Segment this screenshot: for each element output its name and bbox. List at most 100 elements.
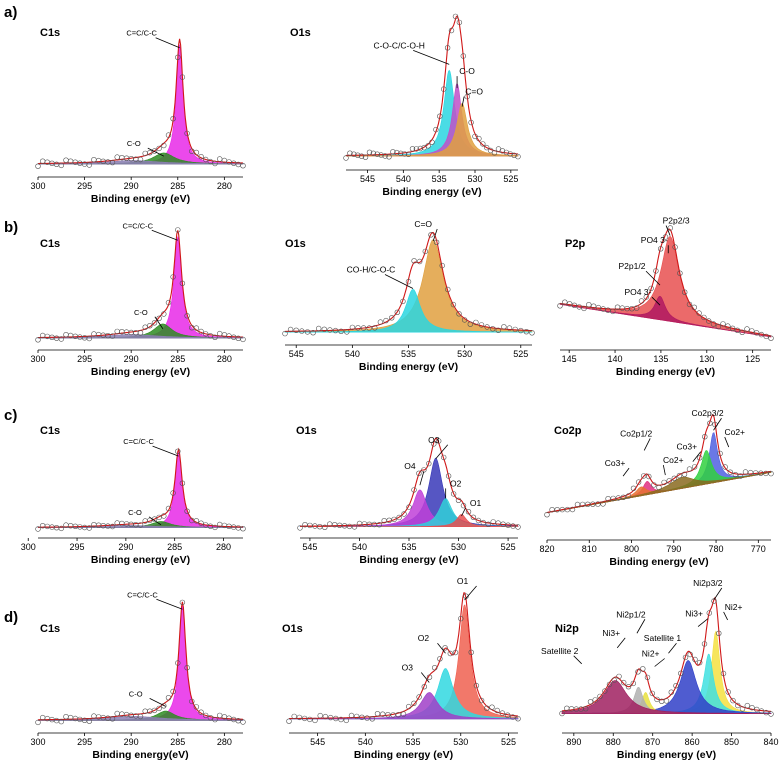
- annotation-arrow: [724, 436, 730, 448]
- data-point: [347, 150, 353, 156]
- data-point: [409, 146, 416, 152]
- panel-b-p2p: P2p 145 140 135 130 125 Binding energy (eV) P2p…: [557, 216, 774, 378]
- data-point: [732, 472, 739, 478]
- annotation-arrow: [419, 471, 425, 486]
- panel-b-c1s: C1s 300 295 290 285 280 Binding energy (eV) C=C…: [30, 221, 246, 378]
- data-point: [355, 152, 361, 158]
- peak-annotation: PO4 3-: [625, 287, 652, 297]
- x-tick-label: 860: [685, 737, 700, 747]
- data-point: [312, 717, 318, 724]
- data-point: [198, 709, 204, 715]
- data-point: [681, 471, 688, 477]
- panel-title: Co2p: [554, 425, 582, 437]
- data-point: [495, 520, 501, 526]
- annotation-arrow: [413, 50, 450, 65]
- data-point: [321, 326, 327, 332]
- data-point: [678, 670, 684, 676]
- data-point: [401, 151, 408, 157]
- panel-title: C1s: [40, 27, 60, 39]
- data-point: [687, 651, 693, 658]
- peak-component-0: [345, 69, 519, 157]
- data-point: [198, 154, 204, 160]
- data-point: [416, 470, 422, 476]
- data-point: [137, 156, 144, 163]
- data-point: [436, 438, 442, 444]
- data-point: [768, 335, 774, 341]
- data-point: [484, 144, 490, 151]
- data-point: [370, 150, 377, 157]
- data-point: [317, 712, 323, 719]
- data-point: [752, 470, 759, 476]
- annotation-arrow: [437, 642, 446, 654]
- data-point: [638, 298, 645, 304]
- row-label-a: a): [4, 4, 17, 21]
- data-point: [590, 501, 596, 507]
- data-point: [165, 505, 172, 512]
- peak-component-0: [37, 605, 244, 721]
- data-point: [165, 132, 172, 138]
- peak-annotation: CO-H/C-O-C: [347, 265, 396, 275]
- data-point: [450, 491, 457, 497]
- data-point: [489, 704, 495, 710]
- peak-annotation: O4: [404, 461, 416, 471]
- data-point: [217, 156, 223, 162]
- annotation-arrow: [713, 418, 722, 431]
- data-point: [571, 302, 578, 308]
- x-axis-label: Binding energy (eV): [616, 366, 715, 378]
- data-point: [366, 325, 372, 331]
- data-point: [510, 523, 516, 529]
- data-point: [240, 719, 246, 725]
- data-point: [753, 330, 760, 336]
- data-point: [691, 464, 698, 470]
- data-point: [456, 19, 463, 26]
- data-point: [203, 331, 209, 337]
- data-point: [184, 130, 190, 137]
- annotation-arrow: [723, 611, 728, 621]
- x-tick-label: 280: [217, 354, 232, 364]
- peak-annotation: Co3+: [605, 458, 626, 468]
- data-point: [235, 525, 242, 531]
- peak-annotation: C=O: [414, 219, 432, 229]
- data-point: [109, 159, 116, 166]
- data-point: [349, 324, 356, 331]
- data-point: [464, 93, 470, 100]
- peak-annotation: C-O: [459, 66, 475, 76]
- data-point: [549, 507, 555, 513]
- data-point: [507, 151, 513, 157]
- x-tick-label: 545: [310, 737, 325, 747]
- data-point: [635, 479, 642, 485]
- peak-annotation: Ni3+: [602, 628, 620, 638]
- data-point: [696, 310, 702, 316]
- data-point: [327, 327, 333, 333]
- data-point: [355, 325, 361, 331]
- data-point: [749, 328, 755, 334]
- data-point: [644, 674, 651, 681]
- peak-annotation: C-O: [129, 689, 143, 698]
- data-point: [444, 45, 451, 51]
- data-point: [487, 147, 494, 154]
- panel-title: O1s: [290, 27, 311, 39]
- fit-envelope: [346, 15, 519, 156]
- x-tick-label: 545: [360, 174, 375, 184]
- data-point: [597, 693, 603, 700]
- data-point: [582, 705, 589, 712]
- data-point: [749, 704, 755, 711]
- data-point: [473, 682, 480, 689]
- fit-envelope: [38, 601, 243, 721]
- data-point: [291, 713, 297, 720]
- data-point: [58, 525, 64, 532]
- panels: C1s 300 295 290 285 280 Binding energy (eV) C=C…: [21, 13, 779, 761]
- data-point: [725, 323, 731, 329]
- data-point: [662, 234, 669, 240]
- data-point: [428, 232, 434, 238]
- x-tick-label: 140: [608, 354, 623, 364]
- peak-component-4: [546, 471, 772, 514]
- peak-component-2: [37, 716, 244, 721]
- data-point: [429, 139, 435, 145]
- data-point: [506, 325, 513, 331]
- peak-component-0: [559, 236, 772, 338]
- data-point: [595, 304, 602, 311]
- data-point: [442, 645, 448, 651]
- data-point: [722, 464, 728, 470]
- data-point: [63, 332, 69, 338]
